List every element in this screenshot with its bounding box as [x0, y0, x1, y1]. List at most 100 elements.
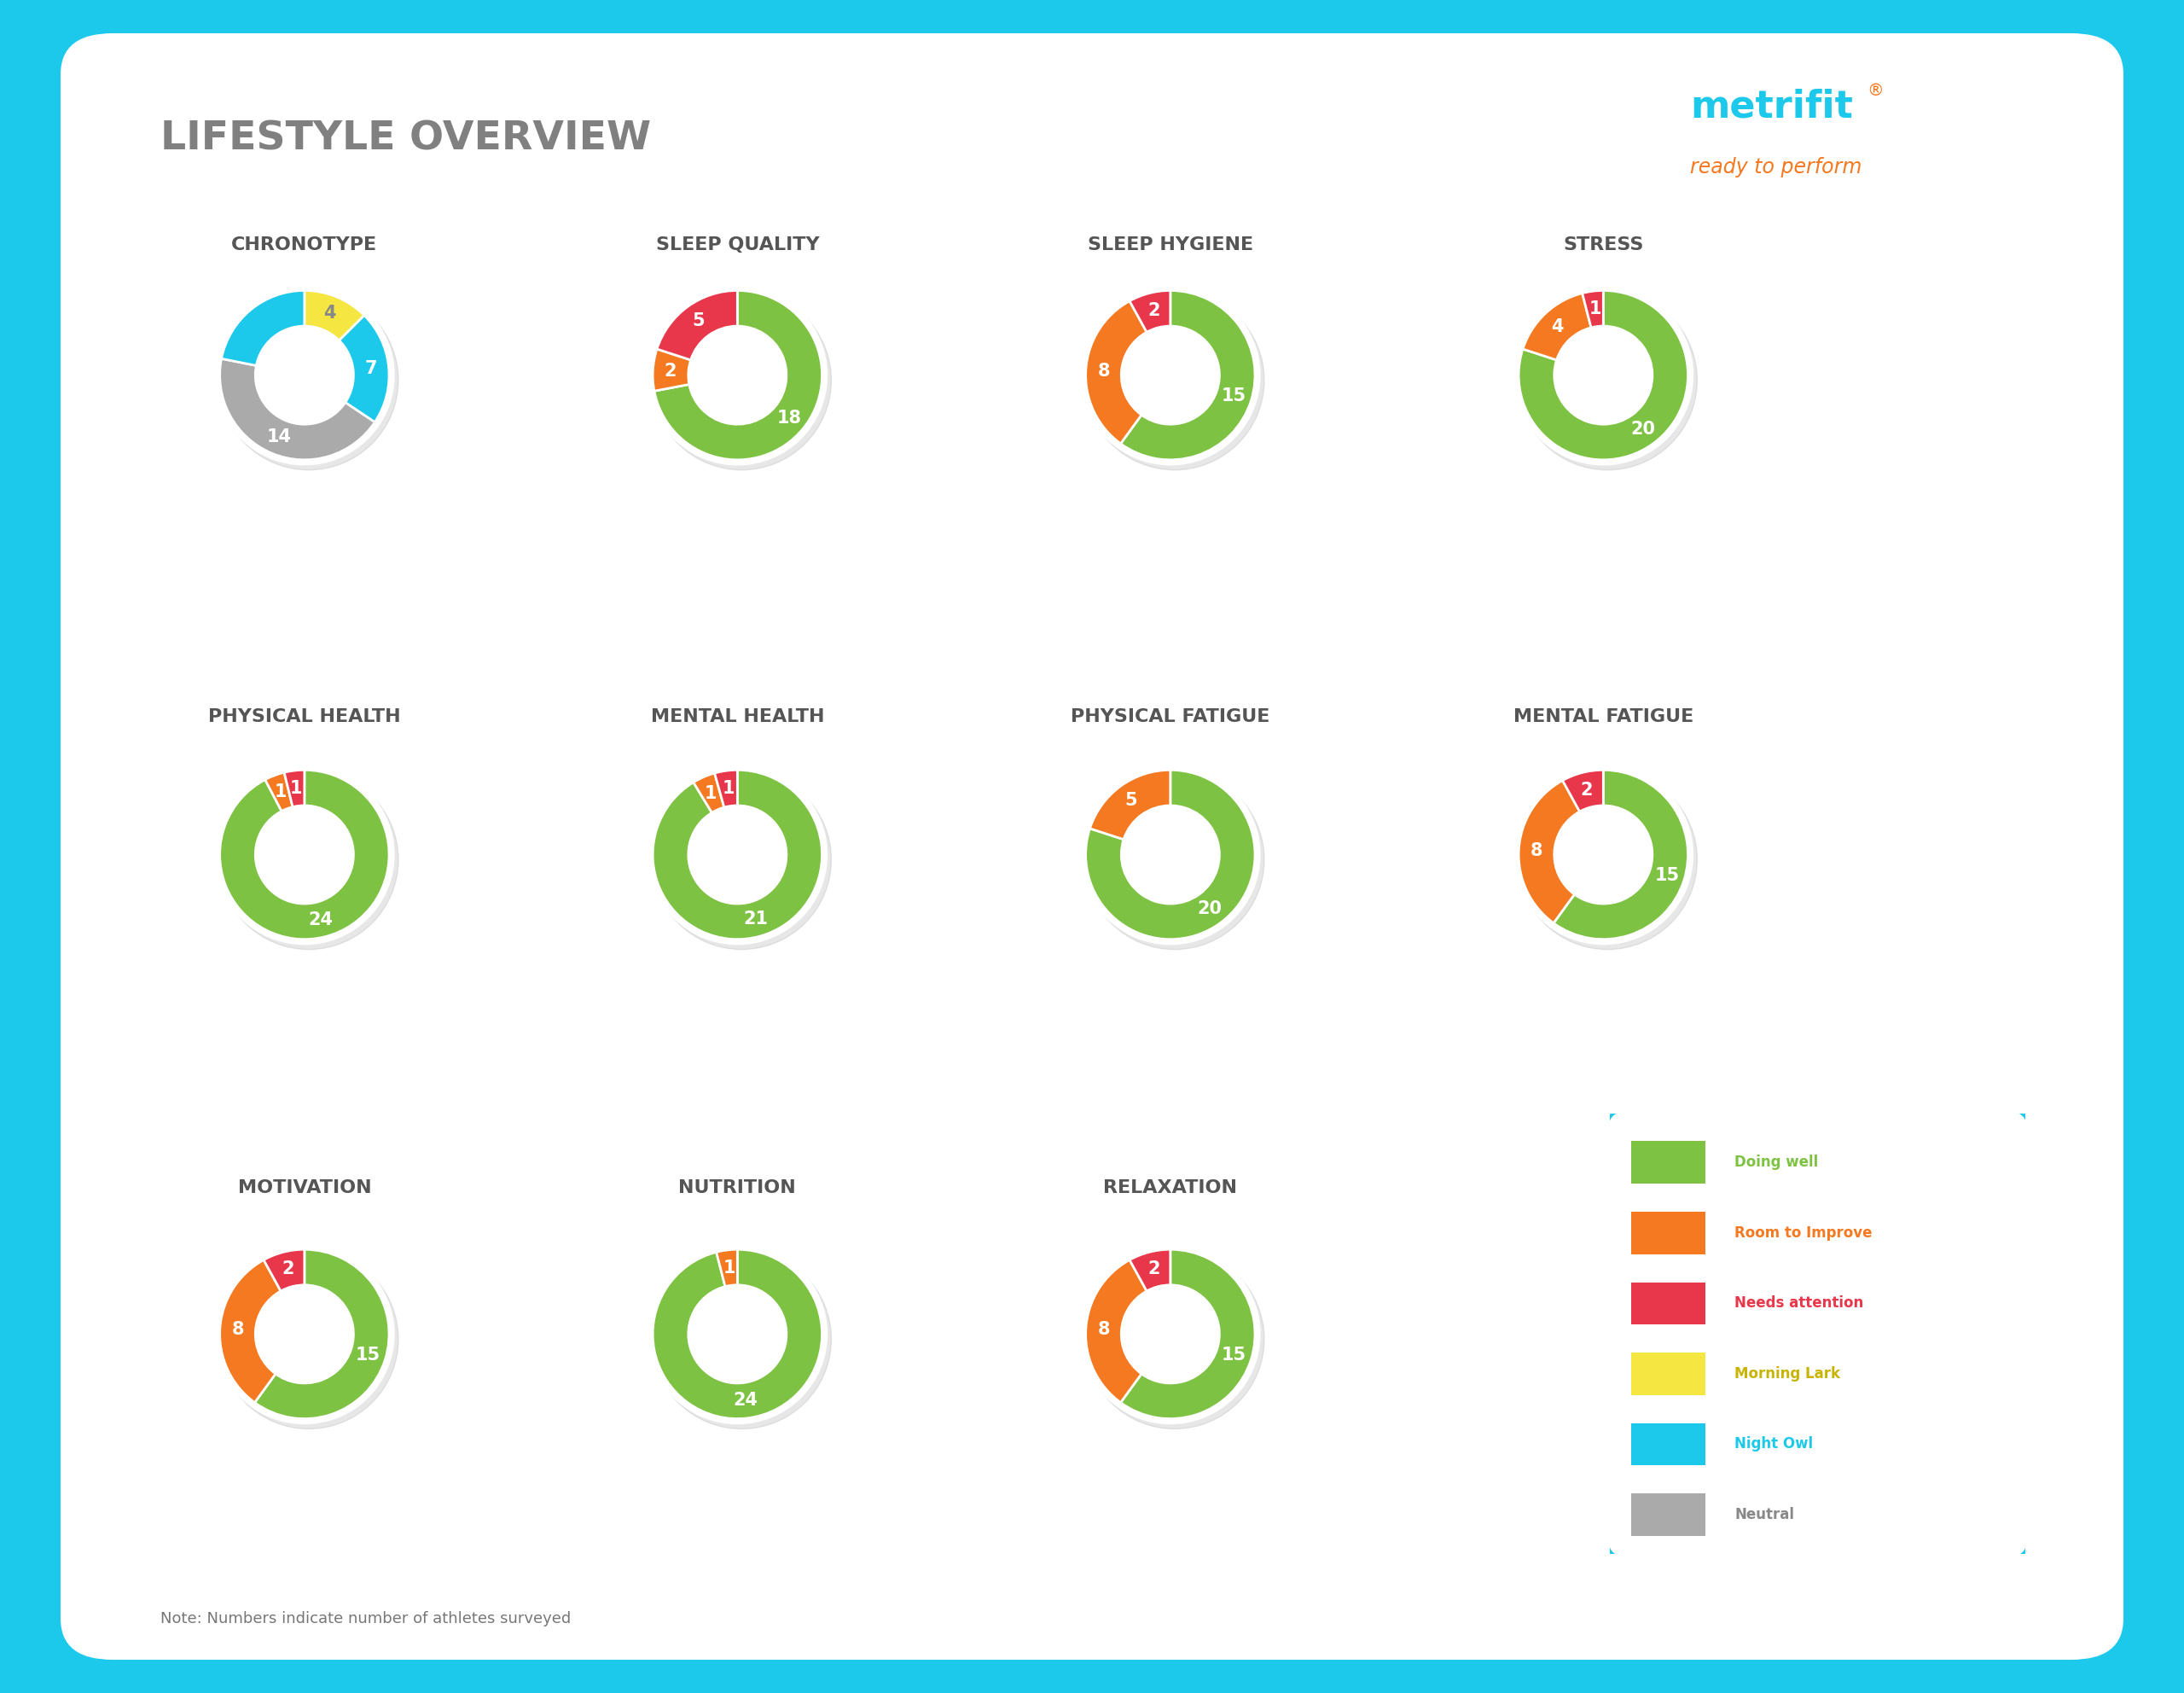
Text: 14: 14 — [266, 428, 290, 445]
Wedge shape — [1522, 293, 1592, 361]
Text: 8: 8 — [1531, 841, 1542, 858]
Circle shape — [218, 770, 397, 950]
Wedge shape — [1518, 780, 1579, 923]
Wedge shape — [657, 291, 738, 361]
Text: PHYSICAL FATIGUE: PHYSICAL FATIGUE — [1070, 708, 1269, 725]
Circle shape — [1120, 1285, 1219, 1383]
Text: 1: 1 — [705, 786, 716, 802]
Circle shape — [218, 291, 397, 471]
Bar — [1631, 1424, 1706, 1464]
Text: 1: 1 — [275, 784, 286, 801]
Text: 1: 1 — [723, 780, 734, 797]
Text: 1: 1 — [1588, 300, 1601, 317]
Text: 8: 8 — [1096, 1321, 1109, 1339]
Text: 1: 1 — [723, 1260, 736, 1277]
Wedge shape — [1562, 770, 1603, 811]
Circle shape — [256, 806, 354, 904]
Text: SLEEP QUALITY: SLEEP QUALITY — [655, 237, 819, 254]
Circle shape — [214, 1244, 393, 1424]
Text: 1: 1 — [290, 780, 304, 797]
Text: MENTAL HEALTH: MENTAL HEALTH — [651, 708, 823, 725]
Wedge shape — [1090, 770, 1171, 840]
Circle shape — [688, 806, 786, 904]
Text: 2: 2 — [1147, 1261, 1160, 1278]
Text: Room to Improve: Room to Improve — [1734, 1226, 1872, 1241]
Circle shape — [1555, 327, 1653, 425]
Text: 2: 2 — [1581, 782, 1592, 799]
Text: 2: 2 — [282, 1261, 295, 1278]
Circle shape — [256, 327, 354, 425]
Wedge shape — [221, 359, 376, 460]
Wedge shape — [716, 1249, 738, 1287]
Text: 15: 15 — [356, 1346, 380, 1363]
Text: 18: 18 — [778, 410, 802, 427]
Text: 24: 24 — [734, 1392, 758, 1409]
Text: Night Owl: Night Owl — [1734, 1436, 1813, 1453]
Wedge shape — [1129, 1249, 1171, 1292]
Circle shape — [1081, 286, 1260, 466]
Wedge shape — [221, 1260, 282, 1402]
Wedge shape — [1553, 770, 1688, 940]
Text: STRESS: STRESS — [1564, 237, 1645, 254]
Text: MENTAL FATIGUE: MENTAL FATIGUE — [1514, 708, 1693, 725]
Wedge shape — [1518, 291, 1688, 460]
Circle shape — [1518, 291, 1697, 471]
Wedge shape — [304, 291, 365, 340]
Wedge shape — [221, 291, 304, 366]
Wedge shape — [1120, 291, 1256, 460]
Circle shape — [649, 1244, 828, 1424]
Wedge shape — [264, 1249, 304, 1292]
Bar — [1631, 1353, 1706, 1395]
Text: Neutral: Neutral — [1734, 1507, 1795, 1522]
Circle shape — [688, 1285, 786, 1383]
Circle shape — [214, 765, 393, 945]
Text: 8: 8 — [1096, 362, 1109, 379]
Circle shape — [1120, 327, 1219, 425]
Text: Doing well: Doing well — [1734, 1155, 1819, 1170]
Wedge shape — [256, 1249, 389, 1419]
Bar — [1631, 1212, 1706, 1255]
Text: SLEEP HYGIENE: SLEEP HYGIENE — [1088, 237, 1254, 254]
Circle shape — [1518, 770, 1697, 950]
Circle shape — [1514, 286, 1693, 466]
Text: metrifit: metrifit — [1690, 88, 1852, 125]
Wedge shape — [1085, 301, 1147, 444]
Circle shape — [1085, 1249, 1265, 1429]
Wedge shape — [339, 315, 389, 422]
Text: MOTIVATION: MOTIVATION — [238, 1180, 371, 1197]
Circle shape — [1085, 291, 1265, 471]
Text: 4: 4 — [323, 305, 336, 322]
Wedge shape — [653, 1249, 821, 1419]
Wedge shape — [264, 772, 293, 811]
Text: 8: 8 — [232, 1321, 245, 1339]
Text: Needs attention: Needs attention — [1734, 1295, 1863, 1310]
Circle shape — [256, 1285, 354, 1383]
Circle shape — [1514, 765, 1693, 945]
Circle shape — [1120, 806, 1219, 904]
Text: NUTRITION: NUTRITION — [679, 1180, 797, 1197]
Circle shape — [651, 1249, 832, 1429]
Bar — [1631, 1282, 1706, 1324]
Wedge shape — [653, 349, 690, 391]
Wedge shape — [221, 770, 389, 940]
Circle shape — [214, 286, 393, 466]
Text: 15: 15 — [1221, 388, 1247, 405]
Text: 7: 7 — [365, 361, 378, 378]
Text: CHRONOTYPE: CHRONOTYPE — [232, 237, 378, 254]
Circle shape — [1081, 765, 1260, 945]
Text: 2: 2 — [664, 362, 677, 379]
Text: 5: 5 — [1125, 792, 1138, 809]
Circle shape — [651, 770, 832, 950]
Text: ®: ® — [1867, 83, 1885, 98]
Text: RELAXATION: RELAXATION — [1103, 1180, 1238, 1197]
Wedge shape — [692, 774, 725, 813]
Text: 5: 5 — [692, 313, 703, 330]
Text: 20: 20 — [1197, 901, 1223, 918]
Circle shape — [688, 327, 786, 425]
Text: 20: 20 — [1629, 422, 1655, 438]
Text: 15: 15 — [1655, 867, 1679, 884]
Wedge shape — [1120, 1249, 1256, 1419]
Text: 15: 15 — [1221, 1346, 1247, 1363]
Text: 21: 21 — [743, 911, 769, 928]
Circle shape — [218, 1249, 397, 1429]
